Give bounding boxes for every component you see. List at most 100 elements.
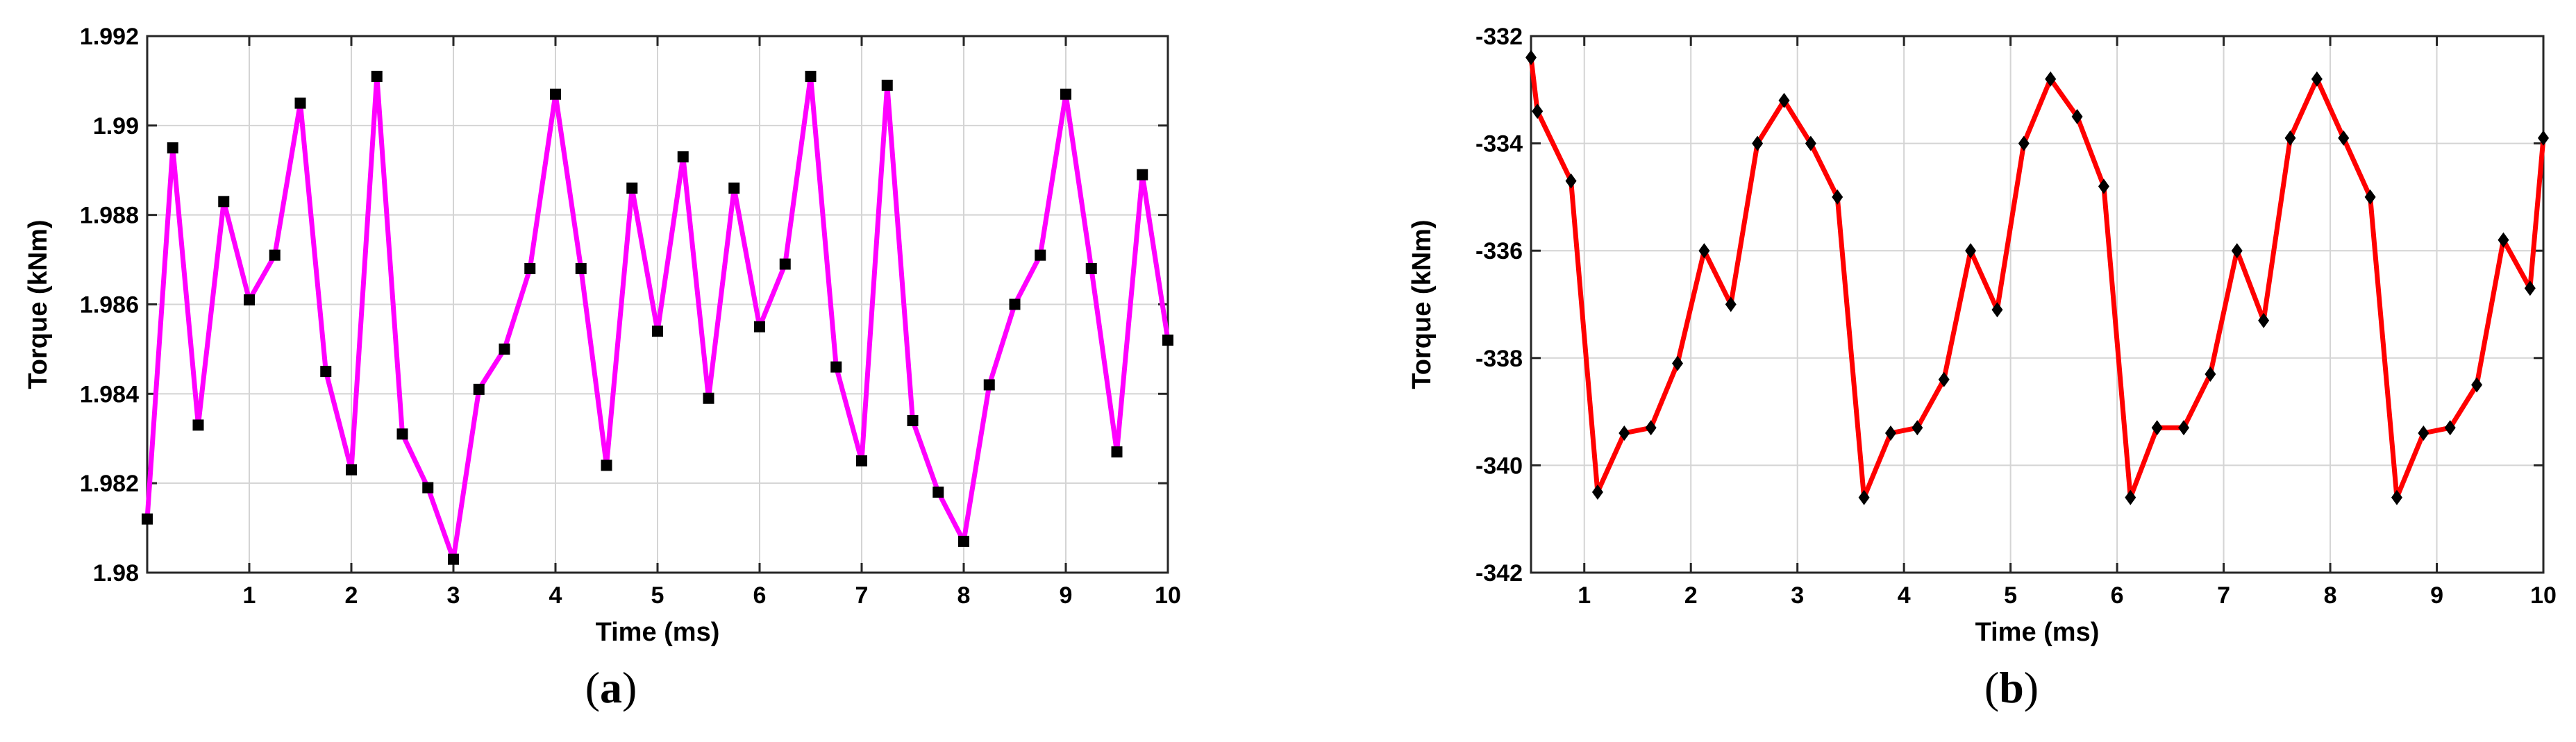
chart-a-y-tick-label-2: 1.984 (80, 381, 139, 407)
chart-a-point-24 (754, 321, 765, 332)
chart-b-point-34 (2418, 425, 2429, 441)
chart-b-point-27 (2231, 243, 2243, 259)
chart-b-y-tick-label-1: -340 (1475, 453, 1523, 479)
chart-b-y-tick-label-4: -334 (1475, 131, 1523, 158)
chart-a-x-axis-label: Time (ms) (596, 618, 720, 647)
chart-a-point-14 (499, 343, 510, 355)
chart-b-point-15 (1912, 420, 1923, 436)
chart-a-point-21 (677, 151, 689, 162)
chart-b-point-14 (1884, 425, 1896, 441)
chart-b-point-35 (2444, 420, 2456, 436)
chart-a-point-26 (805, 70, 817, 82)
chart-a-point-32 (958, 535, 969, 547)
chart-b-point-39 (2538, 130, 2549, 146)
chart-b-point-13 (1858, 489, 1870, 505)
chart-b-x-tick-label-5: 6 (2111, 582, 2124, 609)
chart-b-x-tick-label-2: 3 (1791, 582, 1804, 609)
chart-a-x-tick-label-0: 1 (243, 582, 256, 609)
chart-b-x-tick-label-3: 4 (1898, 582, 1911, 609)
chart-a-x-tick-label-7: 8 (957, 582, 971, 609)
chart-a-point-4 (244, 294, 255, 306)
chart-b-point-11 (1805, 135, 1816, 151)
chart-b-point-18 (1991, 302, 2003, 318)
chart-b-y-tick-label-0: -342 (1475, 560, 1523, 587)
chart-a-point-7 (320, 366, 332, 378)
chart-a-point-20 (652, 326, 663, 337)
chart-b-x-tick-label-9: 10 (2530, 582, 2557, 609)
chart-a-x-tick-label-9: 10 (1155, 582, 1181, 609)
chart-b-point-10 (1778, 92, 1790, 108)
chart-a-point-31 (932, 487, 944, 498)
chart-a-point-1 (167, 142, 178, 154)
chart-a-x-tick-label-5: 6 (753, 582, 767, 609)
chart-b-point-28 (2258, 312, 2270, 328)
chart-a-point-38 (1111, 446, 1123, 458)
chart-a-point-2 (192, 419, 204, 431)
chart-b-point-37 (2498, 232, 2509, 248)
chart-a-point-40 (1162, 335, 1173, 346)
chart-b: 1 2 3 4 5 6 7 8 9 10 -342 -340 -338 -336 -334 -332 Time … (1407, 24, 2557, 712)
chart-b-point-16 (1938, 371, 1950, 387)
chart-b-point-7 (1698, 243, 1710, 259)
chart-a-x-tick-label-1: 2 (345, 582, 358, 609)
chart-b-point-23 (2125, 489, 2136, 505)
chart-b-x-tick-label-0: 1 (1578, 582, 1591, 609)
chart-b-point-25 (2178, 420, 2190, 436)
chart-a-x-tick-label-3: 4 (549, 582, 562, 609)
chart-b-point-30 (2311, 71, 2323, 87)
chart-b-point-38 (2524, 280, 2536, 296)
chart-b-point-32 (2364, 189, 2376, 205)
chart-b-point-8 (1725, 296, 1737, 312)
chart-b-y-tick-label-2: -338 (1475, 346, 1523, 372)
chart-b-x-tick-label-4: 5 (2004, 582, 2017, 609)
chart-a-y-axis-label: Torque (kNm) (24, 219, 53, 389)
chart-a-point-12 (448, 553, 459, 565)
chart-b-point-19 (2018, 135, 2030, 151)
chart-a-point-16 (550, 88, 561, 100)
chart-b-point-33 (2391, 489, 2402, 505)
chart-b-point-17 (1965, 243, 1977, 259)
chart-a-y-tick-label-1: 1.982 (80, 471, 139, 497)
chart-a-point-23 (728, 183, 740, 194)
chart-a-point-30 (907, 414, 919, 426)
chart-a-panel-label: (a) (585, 663, 637, 712)
chart-a-point-0 (142, 513, 153, 525)
chart-b-point-26 (2205, 366, 2216, 382)
chart-b-panel-label: (b) (1984, 663, 2039, 712)
chart-a-y-tick-label-6: 1.992 (80, 24, 139, 50)
chart-a-point-13 (473, 383, 485, 395)
chart-b-x-tick-label-1: 2 (1684, 582, 1698, 609)
chart-b-point-31 (2338, 130, 2350, 146)
chart-b-point-6 (1672, 355, 1684, 371)
chart-a-x-tick-label-2: 3 (447, 582, 460, 609)
chart-a-point-28 (856, 455, 867, 466)
chart-a-point-27 (830, 361, 842, 373)
chart-a-y-tick-label-0: 1.98 (93, 560, 139, 587)
chart-b-point-9 (1752, 135, 1764, 151)
chart-b-point-1 (1532, 103, 1544, 119)
chart-a-x-tick-label-6: 7 (855, 582, 869, 609)
chart-a-point-25 (779, 258, 791, 270)
chart-b-x-tick-label-8: 9 (2430, 582, 2443, 609)
chart-a-point-19 (626, 183, 638, 194)
chart-b-series-line (1528, 55, 2546, 500)
chart-a-point-3 (218, 196, 230, 208)
chart-b-point-20 (2045, 71, 2057, 87)
chart-b-point-4 (1619, 425, 1630, 441)
chart-a-point-39 (1137, 169, 1148, 180)
chart-b-point-12 (1832, 189, 1843, 205)
chart-b-point-24 (2151, 420, 2163, 436)
chart-a-point-34 (1009, 298, 1021, 310)
chart-b-y-tick-label-5: -332 (1475, 24, 1523, 50)
chart-a-point-17 (575, 262, 587, 274)
chart-b-point-36 (2471, 377, 2483, 393)
chart-a-point-15 (524, 262, 536, 274)
chart-b-point-0 (1525, 49, 1537, 65)
chart-a-y-tick-label-3: 1.986 (80, 292, 139, 319)
chart-b-point-3 (1591, 484, 1603, 500)
chart-b-point-29 (2284, 130, 2296, 146)
chart-a-point-37 (1085, 262, 1097, 274)
chart-a-point-9 (371, 70, 383, 82)
chart-a-point-5 (269, 249, 281, 261)
chart-a-point-35 (1035, 249, 1046, 261)
